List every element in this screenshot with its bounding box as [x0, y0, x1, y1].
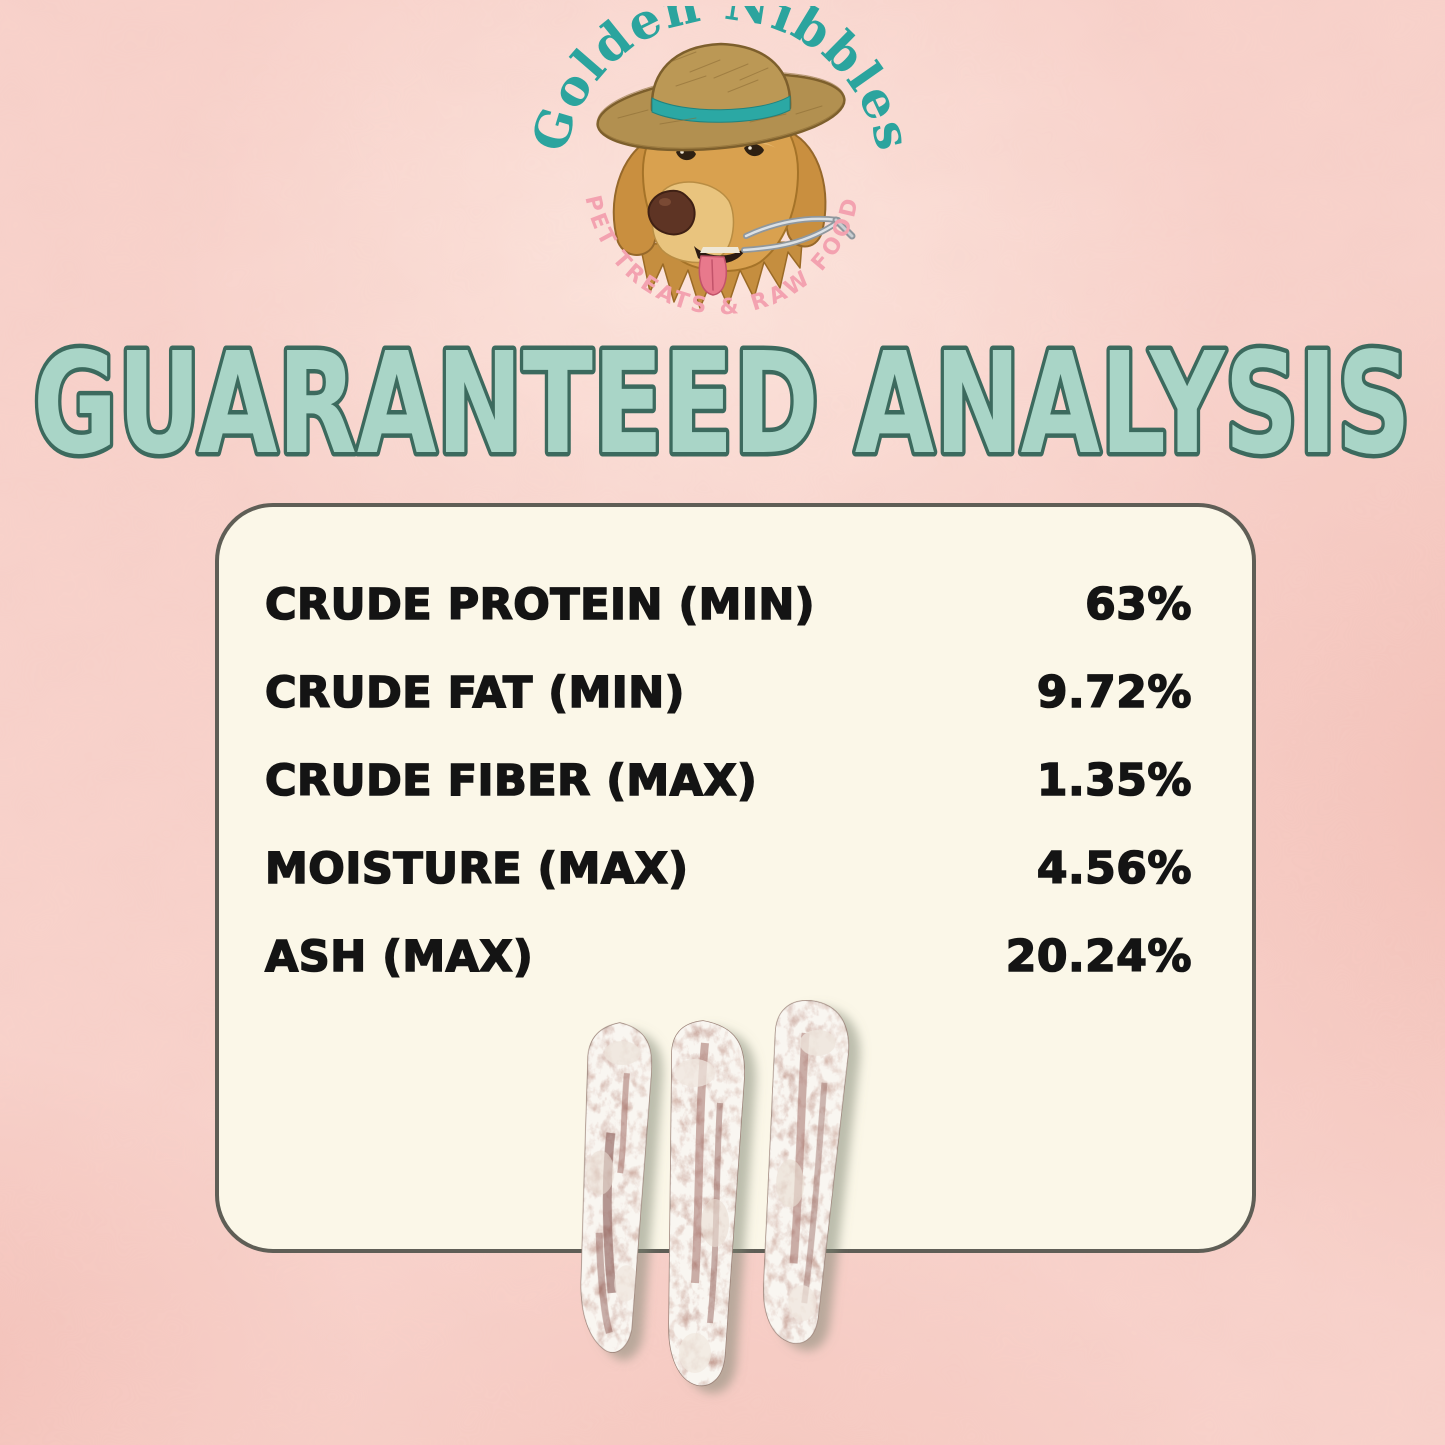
analysis-value: 20.24%	[1005, 931, 1192, 982]
title-text: GUARANTEED ANALYSIS	[33, 326, 1411, 478]
analysis-value: 4.56%	[1036, 843, 1192, 894]
analysis-row: CRUDE FIBER (MAX) 1.35%	[264, 755, 1192, 806]
analysis-label: CRUDE PROTEIN (MIN)	[264, 580, 816, 630]
analysis-label: MOISTURE (MAX)	[264, 844, 689, 894]
analysis-label: CRUDE FIBER (MAX)	[264, 756, 758, 806]
analysis-label: CRUDE FAT (MIN)	[264, 668, 685, 718]
analysis-row: ASH (MAX) 20.24%	[264, 931, 1192, 982]
analysis-label: ASH (MAX)	[264, 932, 534, 982]
brand-logo: Golden Nibbles	[520, 6, 921, 320]
analysis-value: 1.35%	[1036, 755, 1192, 806]
treat-stick	[757, 999, 855, 1345]
analysis-row: MOISTURE (MAX) 4.56%	[264, 843, 1192, 894]
treat-stick	[668, 1020, 745, 1387]
treats-image	[579, 999, 855, 1387]
treat-stick	[579, 1021, 653, 1354]
analysis-value: 9.72%	[1036, 667, 1192, 718]
page-title: GUARANTEED ANALYSIS	[0, 319, 1445, 491]
analysis-row: CRUDE PROTEIN (MIN) 63%	[264, 579, 1192, 630]
dog-nose	[647, 189, 696, 236]
analysis-value: 63%	[1084, 579, 1192, 630]
analysis-row: CRUDE FAT (MIN) 9.72%	[264, 667, 1192, 718]
